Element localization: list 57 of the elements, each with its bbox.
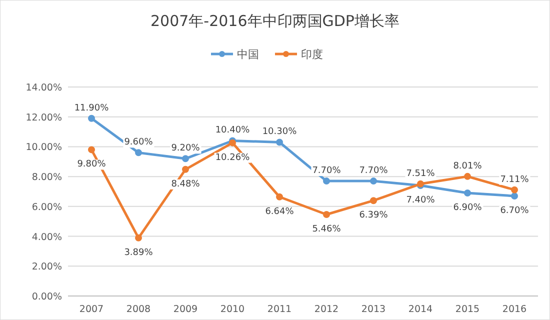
point [276, 138, 283, 146]
data-label: 8.48% [171, 179, 200, 190]
y-tick-label: 12.00% [26, 112, 62, 124]
y-tick-label: 2.00% [32, 262, 62, 273]
legend-label: 中国 [237, 48, 259, 61]
point [464, 189, 471, 196]
data-label: 7.70% [312, 166, 342, 176]
data-label: 7.40% [406, 196, 436, 206]
data-label: 7.51% [406, 168, 436, 179]
data-label: 6.70% [500, 206, 530, 216]
data-label: 6.90% [453, 202, 482, 213]
point [370, 178, 377, 185]
x-tick-label: 2015 [455, 304, 480, 315]
legend-label: 印度 [301, 48, 323, 61]
point [135, 149, 142, 156]
point [276, 193, 283, 200]
x-tick-label: 2007 [79, 304, 104, 315]
point [182, 166, 189, 173]
x-tick-label: 2013 [361, 304, 386, 315]
data-label: 9.60% [124, 138, 154, 148]
data-label: 3.89% [124, 248, 154, 258]
data-label: 10.26% [215, 152, 250, 163]
data-label: 8.01% [453, 161, 482, 172]
x-tick-label: 2009 [173, 304, 198, 315]
point [135, 234, 142, 242]
point [88, 146, 95, 154]
x-tick-label: 2014 [408, 304, 433, 315]
data-label: 6.64% [265, 206, 294, 217]
point [323, 178, 330, 185]
x-tick-label: 2012 [314, 304, 339, 315]
point [511, 192, 518, 200]
data-label: 7.70% [359, 166, 388, 176]
data-label: 11.90% [74, 103, 110, 114]
data-label: 10.30% [262, 127, 298, 138]
data-label: 9.80% [77, 160, 106, 170]
y-tick-label: 4.00% [32, 232, 62, 243]
data-label: 10.40% [215, 126, 250, 136]
point [464, 172, 471, 180]
x-tick-label: 2016 [502, 304, 527, 315]
x-tick-label: 2010 [220, 304, 245, 315]
point [370, 197, 377, 204]
data-label: 9.20% [171, 144, 200, 154]
point [323, 210, 330, 218]
point [511, 186, 518, 194]
data-label: 7.11% [500, 174, 530, 185]
point [88, 114, 95, 122]
x-tick-label: 2008 [126, 304, 151, 315]
y-tick-label: 14.00% [26, 82, 62, 94]
x-tick-label: 2011 [267, 304, 292, 315]
data-label: 6.39% [359, 210, 388, 221]
y-tick-label: 8.00% [32, 172, 62, 184]
point [182, 155, 189, 162]
chart-title: 2007年-2016年中印两国GDP增长率 [150, 12, 400, 30]
y-tick-label: 0.00% [32, 292, 62, 302]
data-label: 5.46% [312, 224, 342, 234]
y-tick-label: 10.00% [26, 142, 62, 154]
y-tick-label: 6.00% [32, 202, 62, 213]
